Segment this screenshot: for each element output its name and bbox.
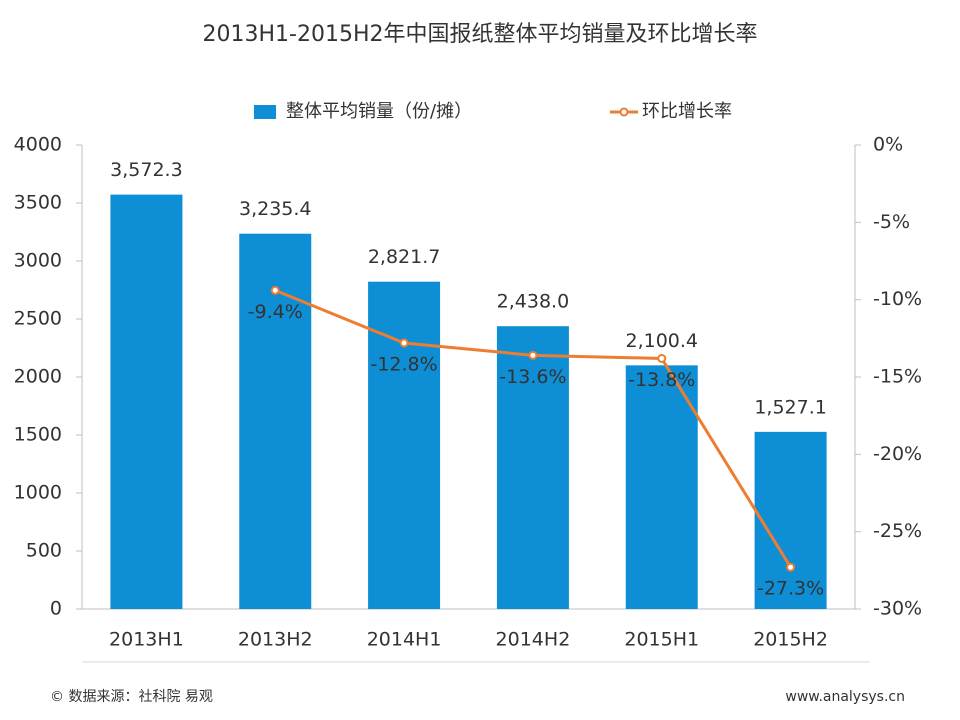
x-tick-label: 2013H2 — [238, 629, 313, 651]
bar-value-label: 2,821.7 — [368, 246, 441, 268]
line-value-label: -13.6% — [499, 366, 566, 388]
line-value-label: -13.8% — [628, 369, 695, 391]
y2-tick-label: -30% — [873, 598, 922, 620]
legend-label: 环比增长率 — [642, 101, 732, 122]
legend-swatch — [619, 107, 629, 117]
y2-tick-label: -25% — [873, 520, 922, 542]
y-tick-label: 3500 — [14, 192, 62, 214]
line-value-label: -12.8% — [370, 353, 437, 375]
chart-title: 2013H1-2015H2年中国报纸整体平均销量及环比增长率 — [203, 22, 758, 47]
bar — [239, 233, 312, 609]
y2-tick-label: -10% — [873, 288, 922, 310]
bar — [496, 326, 569, 609]
line-marker — [399, 338, 409, 348]
line-marker — [528, 350, 538, 360]
bar — [754, 431, 827, 609]
source: © 数据来源：社科院 易观 — [50, 689, 213, 705]
y-tick-label: 1000 — [14, 482, 62, 504]
line-marker — [657, 353, 667, 363]
y2-tick-label: 0% — [873, 134, 903, 156]
x-tick-label: 2015H1 — [624, 629, 699, 651]
x-tick-label: 2014H2 — [496, 629, 571, 651]
bar-value-label: 1,527.1 — [754, 396, 827, 418]
legend-label: 整体平均销量（份/摊） — [286, 101, 472, 122]
line-value-label: -9.4% — [248, 301, 303, 323]
line-marker — [270, 285, 280, 295]
y-tick-label: 2000 — [14, 366, 62, 388]
y-tick-label: 1500 — [14, 424, 62, 446]
x-tick-label: 2013H1 — [109, 629, 184, 651]
y2-tick-label: -15% — [873, 366, 922, 388]
x-tick-label: 2014H1 — [367, 629, 442, 651]
bar — [368, 281, 441, 609]
legend-swatch — [254, 105, 276, 119]
bar-value-label: 3,235.4 — [239, 198, 312, 220]
line-marker — [786, 562, 796, 572]
y-tick-label: 0 — [50, 598, 62, 620]
line-value-label: -27.3% — [757, 578, 824, 600]
x-tick-label: 2015H2 — [753, 629, 828, 651]
y2-tick-label: -5% — [873, 211, 910, 233]
bar — [110, 194, 183, 609]
y2-tick-label: -20% — [873, 443, 922, 465]
y-tick-label: 2500 — [14, 308, 62, 330]
y-tick-label: 3000 — [14, 250, 62, 272]
y-tick-label: 500 — [26, 540, 62, 562]
bar-value-label: 2,100.4 — [625, 330, 698, 352]
y-tick-label: 4000 — [14, 134, 62, 156]
website: www.analysys.cn — [785, 689, 905, 705]
bar-value-label: 3,572.3 — [110, 159, 183, 181]
bar — [625, 365, 698, 609]
bar-value-label: 2,438.0 — [497, 291, 570, 313]
